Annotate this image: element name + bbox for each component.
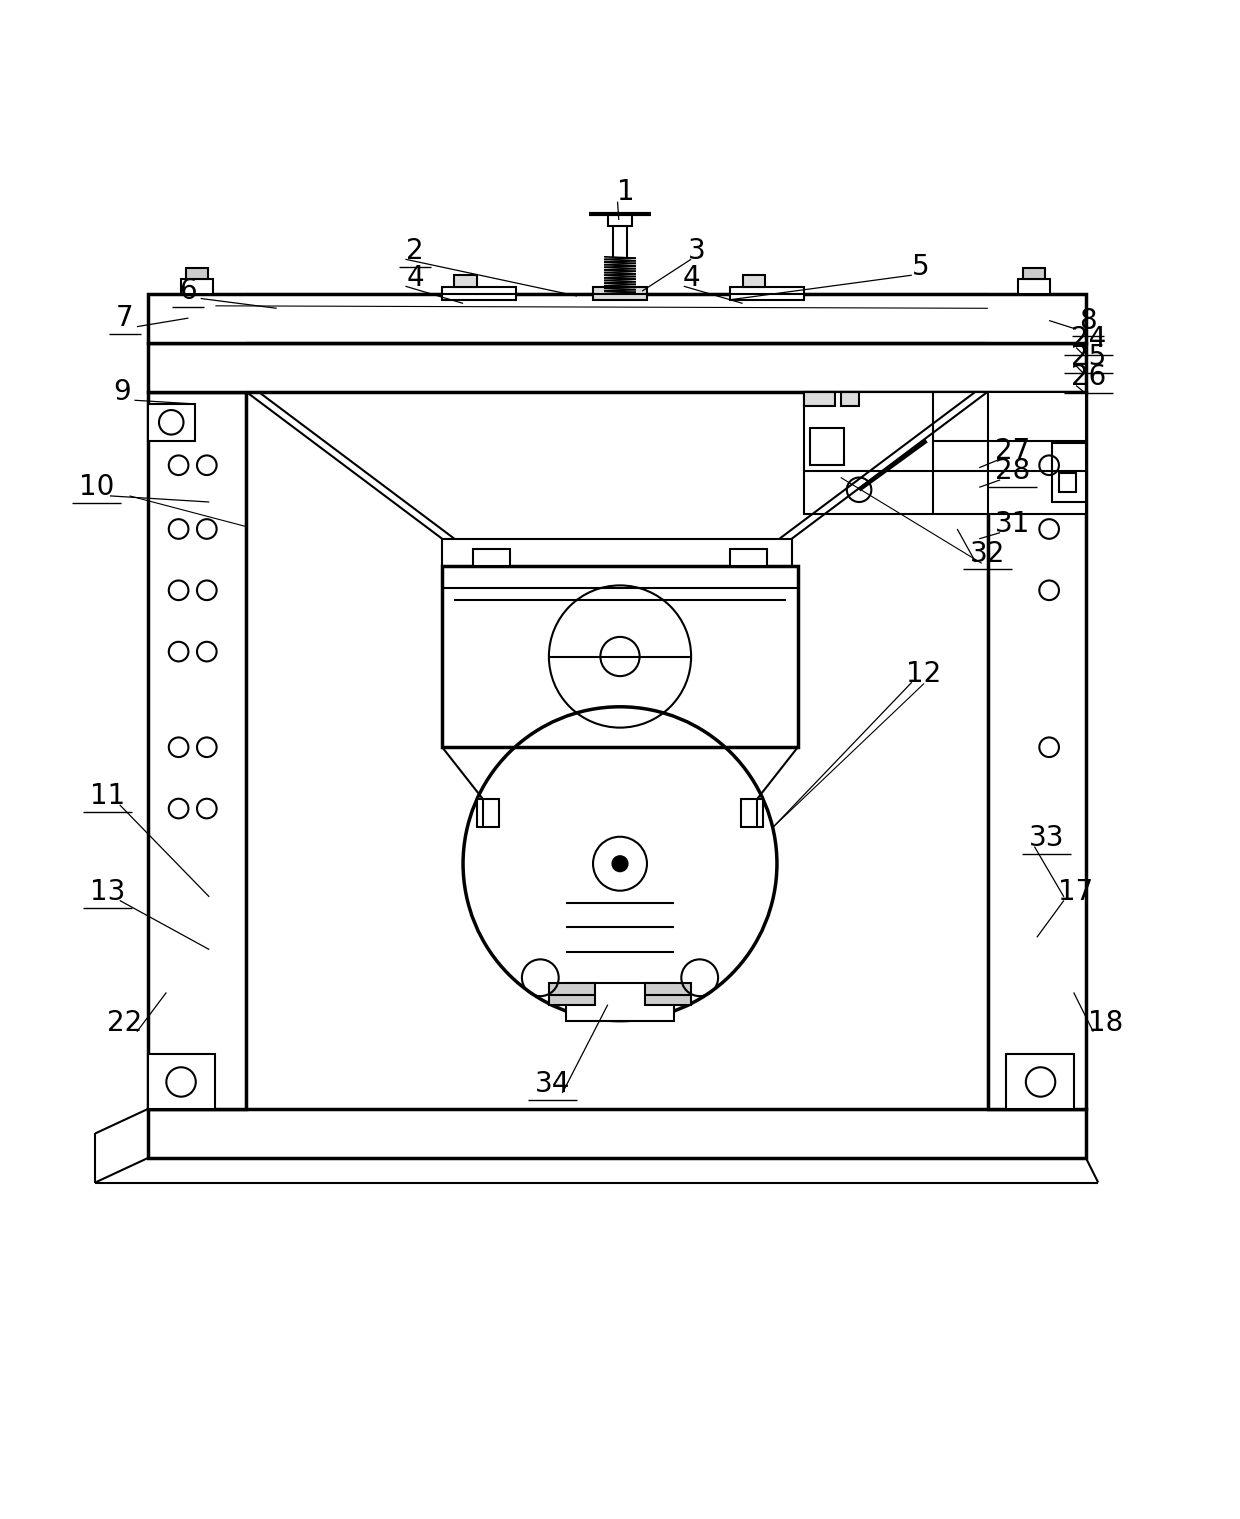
Bar	[148, 343, 1086, 392]
Bar	[730, 287, 804, 299]
Bar	[1052, 444, 1086, 501]
Bar	[1059, 472, 1076, 492]
Bar	[743, 275, 765, 287]
Text: 7: 7	[115, 304, 134, 333]
Text: 2: 2	[407, 237, 424, 264]
Text: 6: 6	[180, 276, 197, 305]
Bar	[148, 293, 1086, 343]
Text: 22: 22	[107, 1009, 143, 1037]
Bar	[549, 983, 595, 1004]
Bar	[1023, 267, 1045, 279]
Bar	[804, 392, 835, 407]
Bar	[148, 1054, 216, 1109]
Bar	[148, 1109, 1086, 1157]
Text: 1: 1	[618, 178, 635, 205]
Bar	[645, 983, 691, 1004]
Bar	[443, 565, 797, 747]
Text: 18: 18	[1087, 1009, 1123, 1037]
Bar	[1018, 279, 1050, 293]
Text: 31: 31	[994, 510, 1030, 538]
Bar	[181, 279, 213, 293]
Text: 11: 11	[89, 782, 125, 810]
Text: 32: 32	[970, 539, 1006, 568]
Text: 9: 9	[113, 378, 131, 406]
Bar	[186, 267, 208, 279]
Bar	[988, 392, 1086, 1109]
Bar	[472, 548, 510, 565]
Bar	[804, 392, 1086, 515]
Bar	[608, 214, 632, 226]
Bar	[565, 983, 675, 1021]
Text: 3: 3	[688, 237, 706, 264]
Text: 33: 33	[1029, 823, 1064, 852]
Bar	[730, 548, 768, 565]
Text: 26: 26	[1071, 363, 1106, 390]
Bar	[476, 799, 498, 826]
Text: 28: 28	[994, 457, 1030, 486]
Bar	[148, 392, 246, 1109]
Text: 8: 8	[1080, 307, 1097, 334]
Bar	[742, 799, 764, 826]
Text: 34: 34	[534, 1071, 570, 1098]
Bar	[443, 287, 516, 299]
Bar	[593, 287, 647, 299]
Bar	[148, 404, 195, 441]
Text: 12: 12	[906, 659, 941, 688]
Text: 10: 10	[79, 474, 114, 501]
Text: 24: 24	[1071, 325, 1106, 352]
Circle shape	[611, 855, 629, 872]
Text: 25: 25	[1071, 343, 1106, 371]
Bar	[1006, 1054, 1074, 1109]
Text: 5: 5	[911, 252, 929, 281]
Bar	[810, 428, 844, 465]
Bar	[455, 275, 476, 287]
Text: 17: 17	[1059, 878, 1094, 905]
Text: 4: 4	[407, 264, 424, 292]
Bar	[841, 392, 859, 407]
Text: 4: 4	[682, 264, 699, 292]
Text: 27: 27	[994, 436, 1030, 465]
Text: 13: 13	[89, 878, 125, 905]
